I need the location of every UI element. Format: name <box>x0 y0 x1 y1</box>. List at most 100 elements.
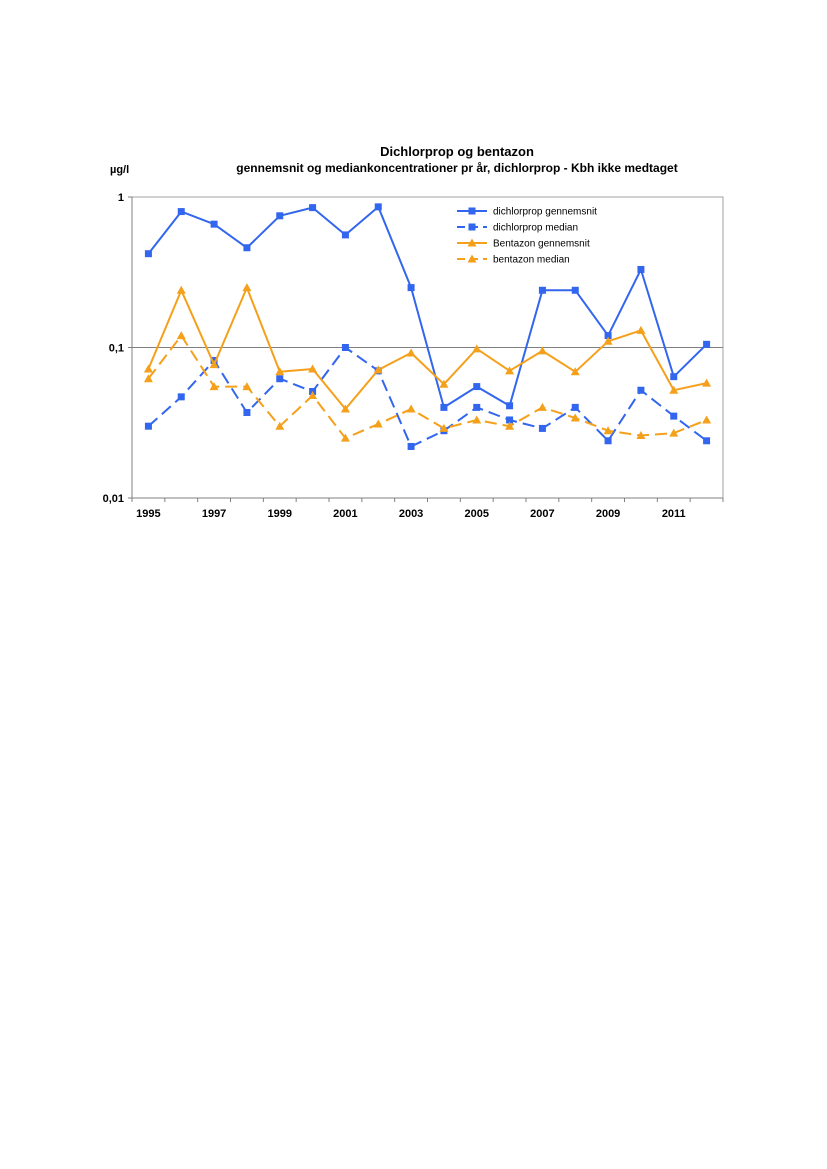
legend-entry: bentazon median <box>457 254 570 266</box>
y-tick-label: 1 <box>118 192 124 204</box>
series-line <box>147 205 708 409</box>
data-point <box>209 360 219 369</box>
data-point <box>637 386 645 394</box>
data-point <box>374 203 382 211</box>
data-point <box>670 412 678 420</box>
data-point <box>176 331 186 340</box>
series-layer <box>143 203 712 450</box>
x-tick-label: 1997 <box>202 508 226 520</box>
legend-swatch-marker <box>467 254 477 263</box>
legend-label: bentazon median <box>493 255 570 266</box>
data-point <box>406 348 416 357</box>
data-point <box>472 344 482 353</box>
legend-swatch-marker <box>467 238 477 247</box>
y-axis-label: µg/l <box>110 164 129 176</box>
data-point <box>636 325 646 334</box>
data-point <box>604 437 612 445</box>
data-point <box>242 382 252 391</box>
series-line <box>147 346 708 448</box>
data-point <box>473 403 481 411</box>
data-point <box>243 408 251 416</box>
data-point <box>670 373 678 381</box>
series-3 <box>143 331 712 442</box>
chart-title: Dichlorprop og bentazon <box>380 144 534 159</box>
data-point <box>538 286 546 294</box>
data-point <box>341 344 349 351</box>
x-tick-label: 2003 <box>399 508 423 520</box>
data-point <box>176 285 186 294</box>
data-point <box>308 390 318 399</box>
data-point <box>636 431 646 440</box>
data-point <box>177 208 185 216</box>
data-point <box>703 437 711 445</box>
series-2 <box>143 283 712 413</box>
data-point <box>309 204 317 212</box>
data-point <box>703 340 711 348</box>
data-point <box>603 426 613 435</box>
legend-label: dichlorprop median <box>493 223 578 234</box>
data-point <box>473 383 481 391</box>
data-point <box>538 424 546 432</box>
x-tick-label: 2005 <box>465 508 489 520</box>
data-point <box>340 433 350 442</box>
y-tick-label: 0,1 <box>109 343 124 355</box>
data-point <box>275 421 285 430</box>
x-tick-label: 2007 <box>530 508 554 520</box>
x-tick-label: 2001 <box>333 508 357 520</box>
legend-entry: dichlorprop gennemsnit <box>457 207 597 218</box>
data-point <box>407 442 415 450</box>
x-tick-label: 1995 <box>136 508 160 520</box>
x-tick-label: 1999 <box>268 508 292 520</box>
data-point <box>439 423 449 432</box>
data-point <box>472 415 482 424</box>
legend-swatch-marker <box>468 223 476 231</box>
legend-swatch-marker <box>468 207 476 215</box>
legend-entry: dichlorprop median <box>457 223 578 234</box>
data-point <box>570 367 580 376</box>
data-point <box>571 286 579 294</box>
series-line <box>147 286 707 410</box>
legend-label: Bentazon gennemsnit <box>493 239 590 250</box>
data-point <box>506 416 514 424</box>
series-0 <box>144 203 711 411</box>
data-point <box>604 332 612 340</box>
data-point <box>537 402 547 411</box>
data-point <box>143 374 153 383</box>
data-point <box>209 382 219 391</box>
data-point <box>570 413 580 422</box>
axes: 1 0,1 0,01 1995 1997 1999 2001 2003 2005 2007 2009… <box>103 192 724 520</box>
legend-label: dichlorprop gennemsnit <box>493 207 597 218</box>
data-point <box>144 250 152 258</box>
data-point <box>669 428 679 437</box>
x-tick-label: 2011 <box>662 508 686 520</box>
legend: dichlorprop gennemsnit dichlorprop median… <box>457 207 597 266</box>
legend-entry: Bentazon gennemsnit <box>457 238 590 250</box>
data-point <box>571 403 579 411</box>
data-point <box>669 385 679 394</box>
data-point <box>373 419 383 428</box>
chart-subtitle: gennemsnit og mediankoncentrationer pr å… <box>236 161 677 175</box>
data-point <box>276 375 284 383</box>
data-point <box>275 367 285 376</box>
data-point <box>144 422 152 430</box>
data-point <box>243 244 251 252</box>
data-point <box>341 231 349 239</box>
data-point <box>406 404 416 413</box>
x-tick-label: 2009 <box>596 508 620 520</box>
data-point <box>506 402 514 410</box>
series-line <box>147 334 707 440</box>
data-point <box>603 336 613 345</box>
data-point <box>439 379 449 388</box>
y-tick-label: 0,01 <box>103 493 124 505</box>
data-point <box>276 212 284 220</box>
data-point <box>407 284 415 292</box>
data-point <box>242 283 252 292</box>
data-point <box>210 220 218 228</box>
data-point <box>373 365 383 374</box>
data-point <box>308 364 318 373</box>
data-point <box>340 404 350 413</box>
data-point <box>505 421 515 430</box>
data-point <box>143 364 153 373</box>
data-point <box>537 346 547 355</box>
